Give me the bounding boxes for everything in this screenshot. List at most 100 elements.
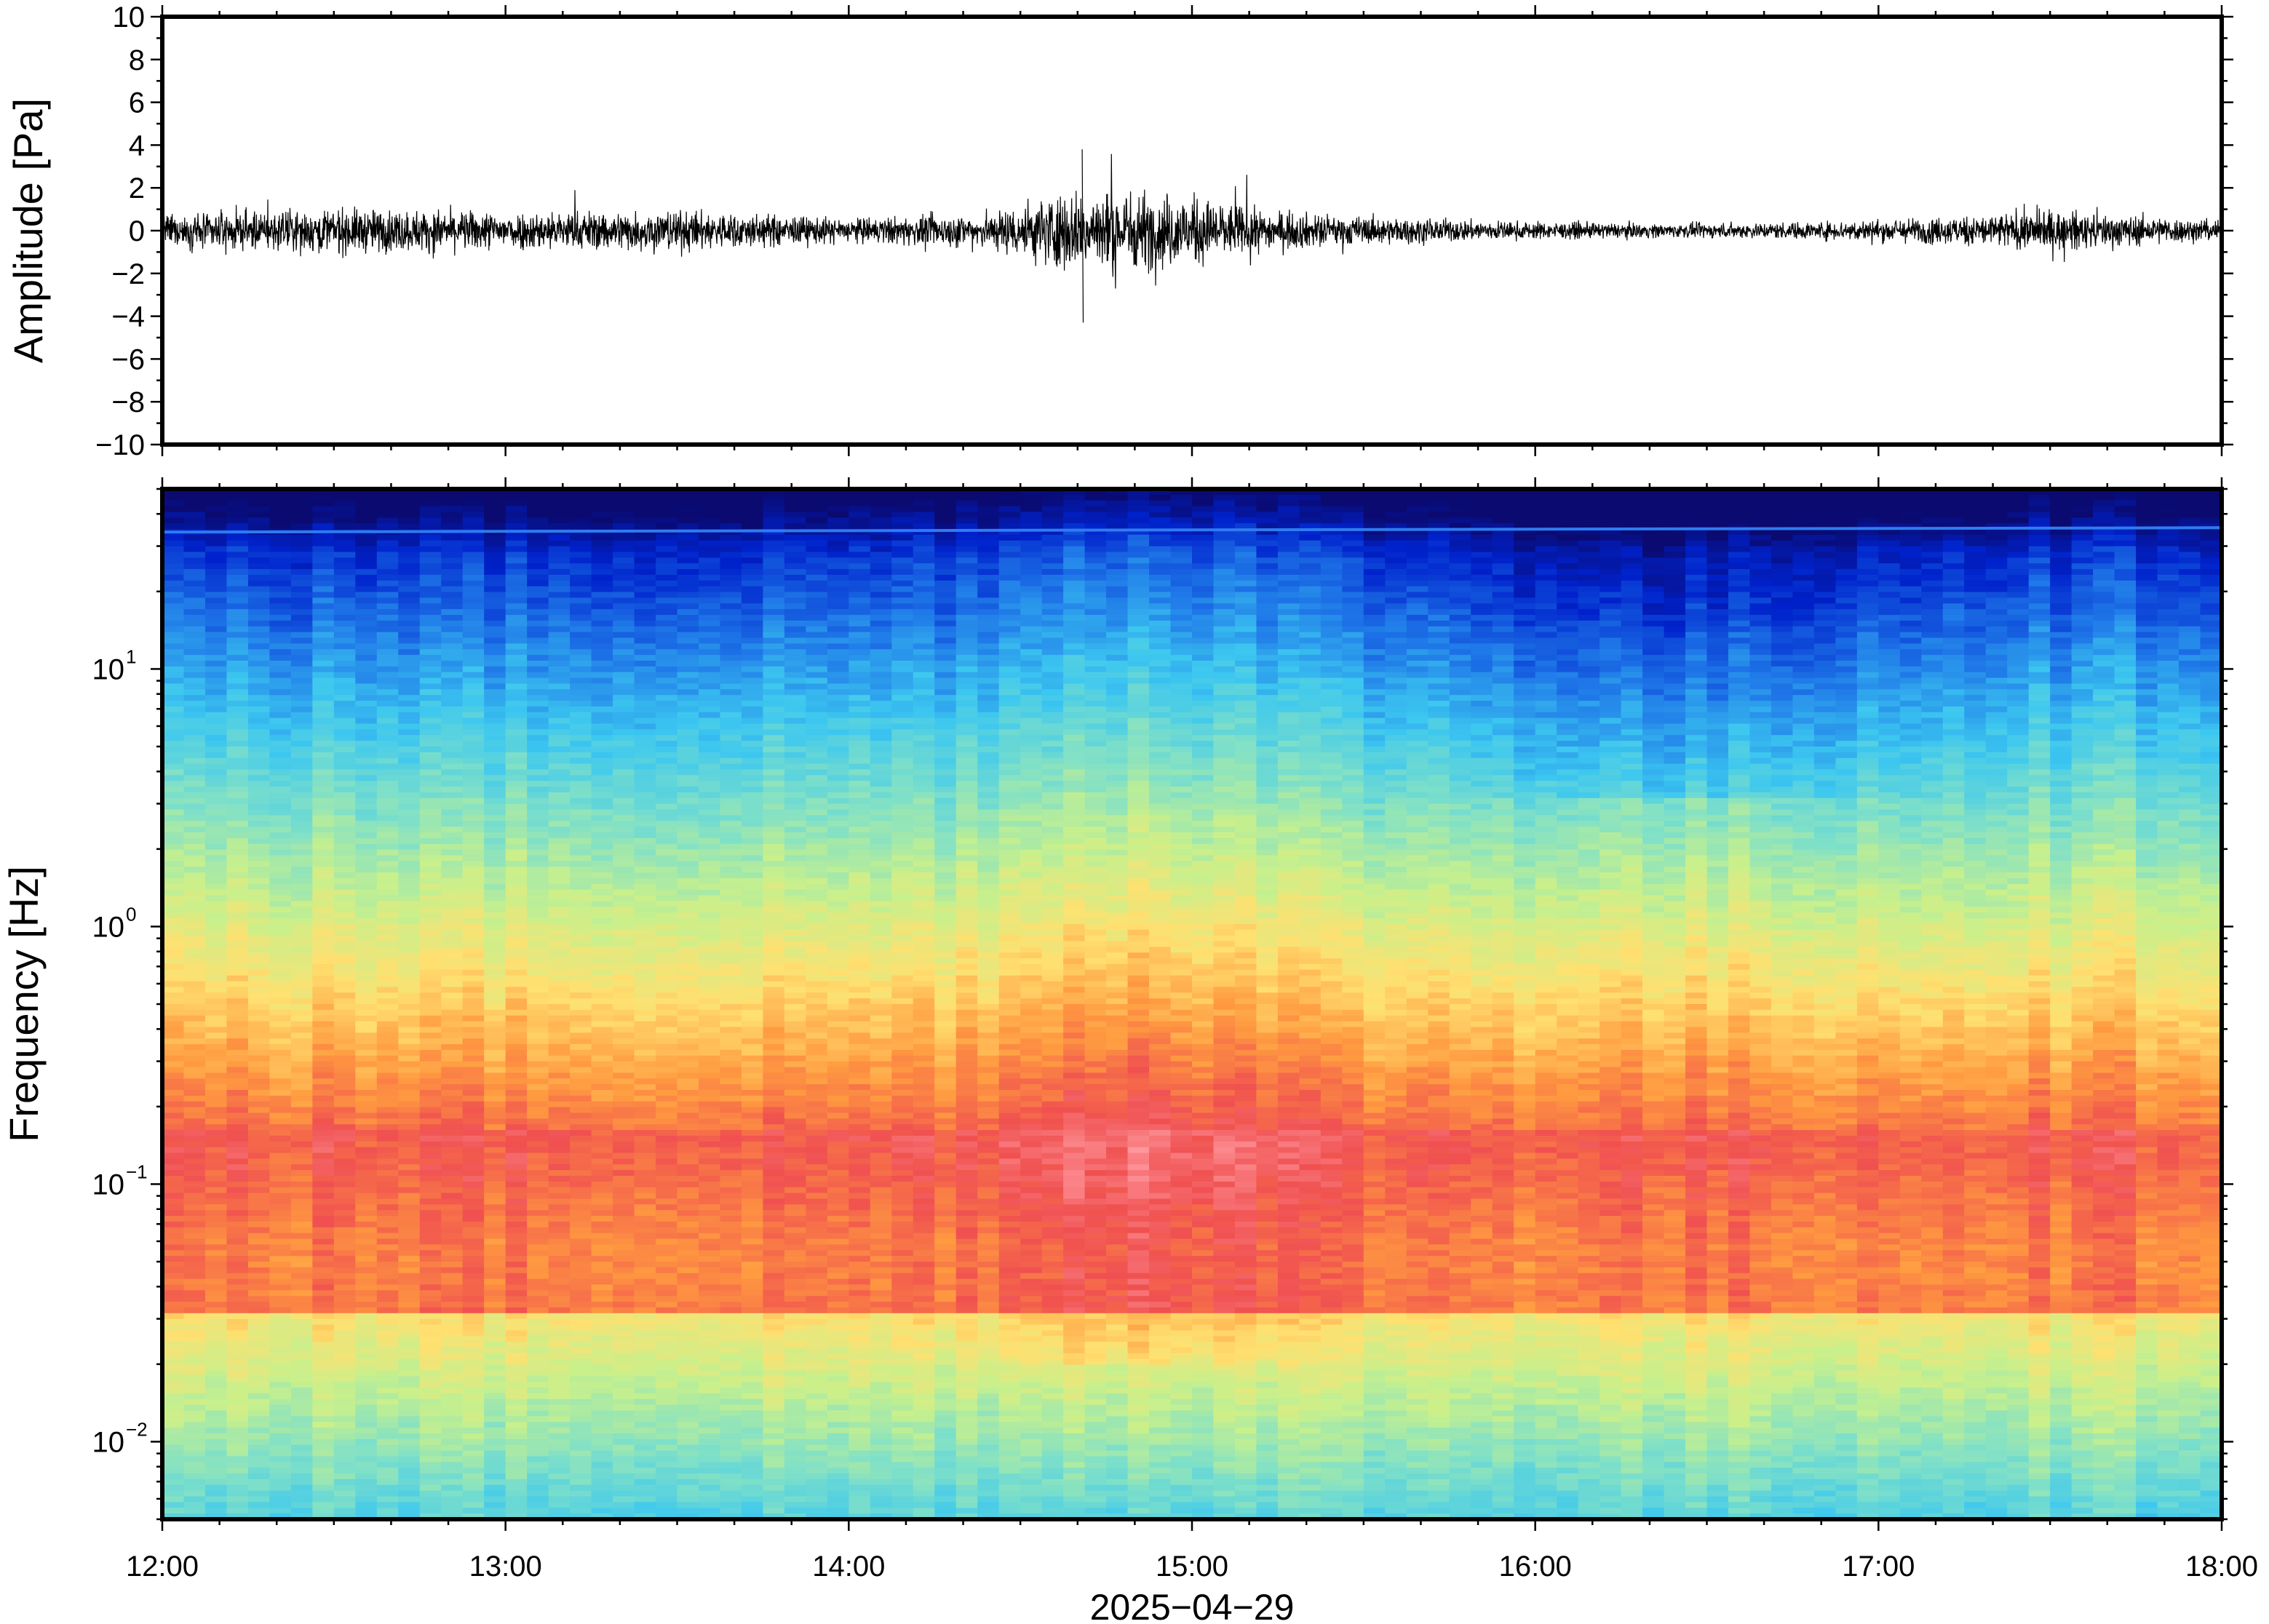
spectrogram-cell bbox=[162, 1221, 185, 1228]
spectrogram-cell bbox=[591, 763, 613, 771]
spectrogram-cell bbox=[677, 883, 699, 891]
spectrogram-cell bbox=[656, 1422, 678, 1428]
spectrogram-cell bbox=[398, 1061, 421, 1068]
spectrogram-cell bbox=[269, 741, 292, 747]
spectrogram-cell bbox=[462, 1433, 485, 1440]
spectrogram-cell bbox=[333, 797, 357, 805]
spectrogram-cell bbox=[677, 757, 699, 765]
spectrogram-cell bbox=[398, 1307, 421, 1314]
spectrogram-cell bbox=[634, 1009, 656, 1016]
spectrogram-cell bbox=[698, 1382, 721, 1388]
spectrogram-cell bbox=[505, 809, 528, 816]
spectrogram-cell bbox=[570, 741, 592, 747]
spectrogram-cell bbox=[290, 1038, 314, 1045]
spectrogram-cell bbox=[162, 797, 185, 805]
spectrogram-cell bbox=[441, 1428, 464, 1434]
spectrogram-cell bbox=[419, 1484, 442, 1492]
spectrogram-cell bbox=[162, 918, 185, 925]
spectrogram-cell bbox=[162, 1438, 185, 1446]
spectrogram-cell bbox=[698, 1153, 721, 1160]
spectrogram-cell bbox=[290, 1450, 314, 1457]
spectrogram-cell bbox=[484, 1284, 506, 1291]
spectrogram-cell bbox=[355, 1130, 378, 1137]
spectrogram-cell bbox=[269, 797, 292, 805]
spectrogram-cell bbox=[398, 821, 421, 827]
spectrogram-cell bbox=[505, 717, 528, 725]
spectrogram-cell bbox=[183, 1358, 206, 1366]
spectrogram-cell bbox=[548, 552, 571, 559]
spectrogram-cell bbox=[677, 609, 699, 616]
spectrogram-cell bbox=[398, 1256, 421, 1262]
spectrogram-cell bbox=[419, 1078, 442, 1085]
spectrogram-cell bbox=[269, 597, 292, 605]
spectrogram-cell bbox=[290, 1193, 314, 1200]
spectrogram-cell bbox=[183, 1278, 206, 1286]
spectrogram-cell bbox=[720, 861, 742, 867]
spectrogram-cell bbox=[527, 1210, 549, 1217]
spectrogram-cell bbox=[591, 861, 613, 867]
spectrogram-cell bbox=[570, 912, 592, 919]
spectrogram-cell bbox=[162, 1302, 185, 1308]
spectrogram-cell bbox=[398, 941, 421, 948]
spectrogram-cell bbox=[548, 1428, 571, 1434]
spectrogram-cell bbox=[376, 1061, 400, 1068]
spectrogram-cell bbox=[462, 907, 485, 913]
spectrogram-cell bbox=[355, 500, 378, 507]
spectrogram-cell bbox=[656, 901, 678, 908]
spectrogram-cell bbox=[720, 540, 742, 547]
spectrogram-cell bbox=[484, 1170, 506, 1177]
spectrogram-cell bbox=[376, 1444, 400, 1452]
spectrogram-cell bbox=[484, 975, 506, 982]
spectrogram-cell bbox=[591, 677, 613, 685]
spectrogram-cell bbox=[656, 620, 678, 627]
spectrogram-cell bbox=[204, 1290, 228, 1297]
spectrogram-cell bbox=[226, 918, 249, 925]
spectrogram-cell bbox=[269, 832, 292, 839]
spectrogram-cell bbox=[419, 1290, 442, 1297]
spectrogram-cell bbox=[462, 1198, 485, 1206]
spectrogram-cell bbox=[634, 752, 656, 759]
spectrogram-cell bbox=[226, 494, 249, 501]
spectrogram-cell bbox=[290, 626, 314, 633]
spectrogram-cell bbox=[548, 1256, 571, 1262]
spectrogram-cell bbox=[183, 1462, 206, 1468]
spectrogram-cell bbox=[720, 1478, 742, 1486]
spectrogram-cell bbox=[247, 1158, 271, 1166]
spectrogram-cell bbox=[698, 626, 721, 633]
spectrogram-cell bbox=[376, 992, 400, 999]
spectrogram-cell bbox=[505, 741, 528, 747]
spectrogram-cell bbox=[290, 683, 314, 690]
spectrogram-cell bbox=[656, 843, 678, 851]
spectrogram-cell bbox=[312, 1438, 335, 1446]
spectrogram-cell bbox=[527, 517, 549, 524]
spectrogram-cell bbox=[527, 569, 549, 576]
spectrogram-cell bbox=[204, 1376, 228, 1382]
spectrogram-cell bbox=[548, 1021, 571, 1028]
spectrogram-cell bbox=[505, 1438, 528, 1446]
spectrogram-cell bbox=[290, 1410, 314, 1417]
spectrogram-cell bbox=[441, 1273, 464, 1280]
spectrogram-cell bbox=[162, 1084, 185, 1091]
spectrogram-cell bbox=[462, 1055, 485, 1062]
spectrogram-cell bbox=[527, 1382, 549, 1388]
spectrogram-cell bbox=[570, 1130, 592, 1137]
spectrogram-cell bbox=[162, 809, 185, 816]
spectrogram-cell bbox=[376, 1324, 400, 1332]
spectrogram-cell bbox=[247, 540, 271, 547]
spectrogram-cell bbox=[162, 580, 185, 587]
spectrogram-cell bbox=[484, 941, 506, 948]
spectrogram-cell bbox=[247, 1307, 271, 1314]
spectrogram-cell bbox=[656, 1478, 678, 1486]
spectrogram-cell bbox=[312, 1353, 335, 1360]
spectrogram-cell bbox=[333, 1216, 357, 1222]
spectrogram-cell bbox=[312, 546, 335, 553]
spectrogram-cell bbox=[162, 723, 185, 731]
spectrogram-cell bbox=[720, 1278, 742, 1286]
spectrogram-cell bbox=[226, 569, 249, 576]
spectrogram-cell bbox=[204, 1462, 228, 1468]
spectrogram-cell bbox=[570, 803, 592, 811]
spectrogram-cell bbox=[290, 717, 314, 725]
spectrogram-cell bbox=[226, 586, 249, 593]
spectrogram-cell bbox=[247, 837, 271, 845]
spectrogram-cell bbox=[204, 723, 228, 731]
